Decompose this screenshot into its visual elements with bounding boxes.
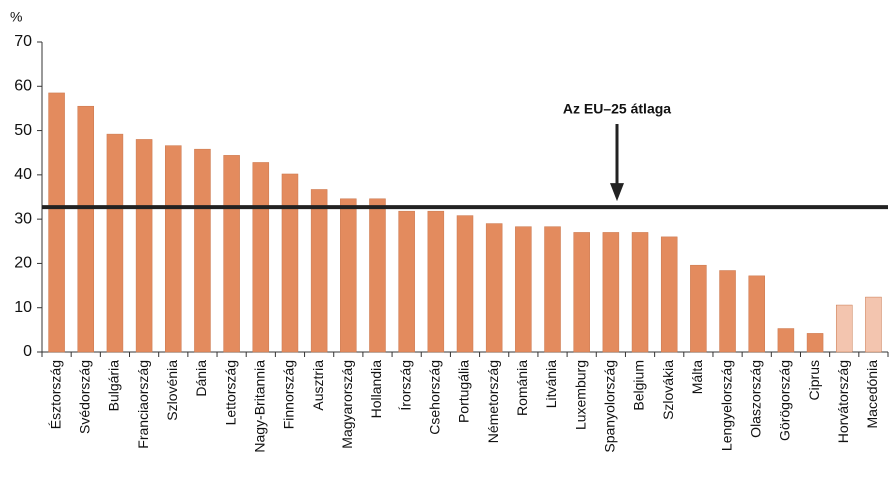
x-tick-label: Finnország <box>281 360 297 429</box>
x-tick-label: Olaszország <box>747 360 763 438</box>
x-tick-label: Szlovénia <box>164 360 180 421</box>
x-tick-label: Görögország <box>777 360 793 441</box>
x-tick-label: Lettország <box>222 360 238 425</box>
bar <box>77 105 95 353</box>
y-tick-label: 60 <box>14 78 32 95</box>
x-tick-label: Lengyelország <box>718 360 734 451</box>
x-tick-label: Ausztria <box>310 360 326 411</box>
bar <box>573 232 590 353</box>
bar <box>223 155 240 353</box>
bar <box>719 270 736 353</box>
x-tick-label: Spanyolország <box>602 360 618 453</box>
y-tick-label: 70 <box>14 33 32 50</box>
bar <box>544 226 561 353</box>
bar <box>660 236 678 353</box>
x-tick-label: Románia <box>514 360 530 416</box>
bar <box>340 198 357 353</box>
x-tick-label: Dánia <box>193 360 209 397</box>
x-tick-label: Németország <box>485 360 501 443</box>
annotation: Az EU–25 átlaga <box>563 101 671 117</box>
x-tick-label: Luxemburg <box>572 360 588 430</box>
y-tick-label: 10 <box>14 299 32 316</box>
arrow-head <box>610 183 624 202</box>
x-tick-label: Magyarország <box>339 360 355 449</box>
bar <box>631 232 649 353</box>
x-tick-label: Svédország <box>76 360 92 434</box>
y-tick-label: 20 <box>14 255 32 272</box>
bar <box>456 215 474 353</box>
bar <box>310 189 328 353</box>
x-tick-label: Nagy-Britannia <box>251 360 267 453</box>
bar <box>602 232 620 353</box>
x-tick-label: Portugália <box>456 360 472 423</box>
x-tick-label: Macedónia <box>864 360 880 429</box>
bar <box>806 333 824 353</box>
y-axis-label: % <box>10 9 22 25</box>
y-tick-label: 0 <box>23 343 32 360</box>
bar <box>398 210 415 353</box>
bar <box>865 296 882 353</box>
bar <box>165 145 182 353</box>
bar <box>835 304 853 353</box>
x-tick-label: Franciaország <box>135 360 151 449</box>
bar <box>281 173 299 353</box>
bar <box>427 210 445 353</box>
bar <box>515 226 532 353</box>
y-tick-label: 50 <box>14 122 32 139</box>
bar <box>485 223 503 353</box>
x-tick-label: Szlovákia <box>660 360 676 420</box>
x-tick-label: Bulgária <box>106 360 122 412</box>
x-tick-label: Ciprus <box>806 360 822 400</box>
x-tick-label: Litvánia <box>543 360 559 408</box>
bar <box>690 264 707 353</box>
x-tick-label: Málta <box>689 360 705 394</box>
y-tick-label: 40 <box>14 166 32 183</box>
bar <box>106 133 124 353</box>
bar <box>252 162 270 353</box>
x-tick-label: Hollandia <box>368 360 384 419</box>
x-tick-label: Horvátország <box>835 360 851 443</box>
y-tick-label: 30 <box>14 210 32 227</box>
x-tick-label: Észtország <box>47 360 63 429</box>
bar <box>777 328 795 353</box>
x-tick-label: Belgium <box>631 360 647 411</box>
x-tick-label: Írország <box>397 360 413 411</box>
bar <box>369 198 386 353</box>
bar <box>748 275 765 353</box>
bar <box>135 139 153 353</box>
bar <box>194 148 211 353</box>
x-tick-label: Csehország <box>427 360 443 435</box>
bar <box>48 92 65 353</box>
